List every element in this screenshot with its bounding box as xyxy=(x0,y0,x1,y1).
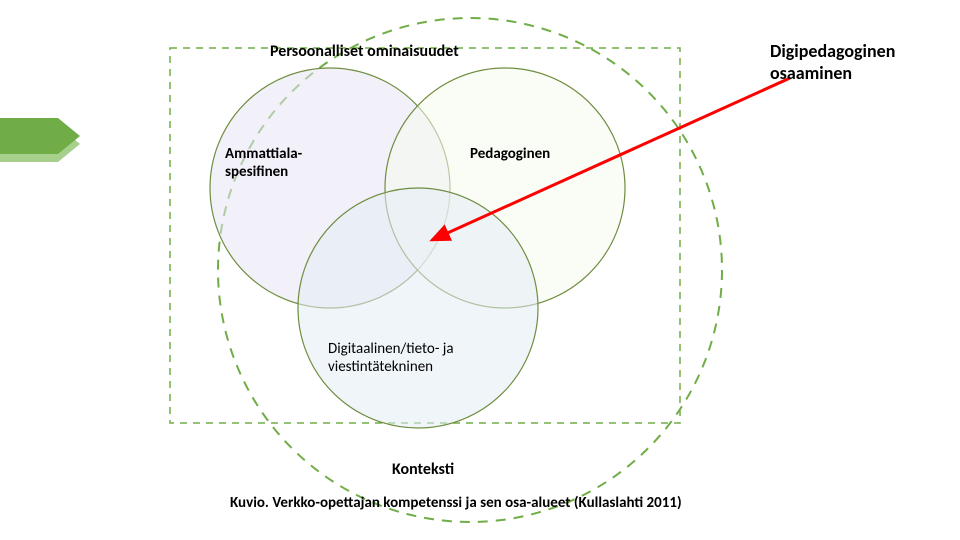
context-label: Konteksti xyxy=(392,460,454,479)
label-right: Pedagoginen xyxy=(470,145,550,163)
label-top: Persoonalliset ominaisuudet xyxy=(270,42,459,61)
pointer-label: Digipedagoginen osaaminen xyxy=(770,40,895,84)
caption: Kuvio. Verkko-opettajan kompetenssi ja s… xyxy=(230,494,682,512)
diagram-stage: Persoonalliset ominaisuudet Ammattiala- … xyxy=(0,0,960,540)
label-left: Ammattiala- spesifinen xyxy=(225,145,302,181)
venn-bottom xyxy=(298,188,538,428)
label-bottom: Digitaalinen/tieto- ja viestintätekninen xyxy=(328,340,454,376)
